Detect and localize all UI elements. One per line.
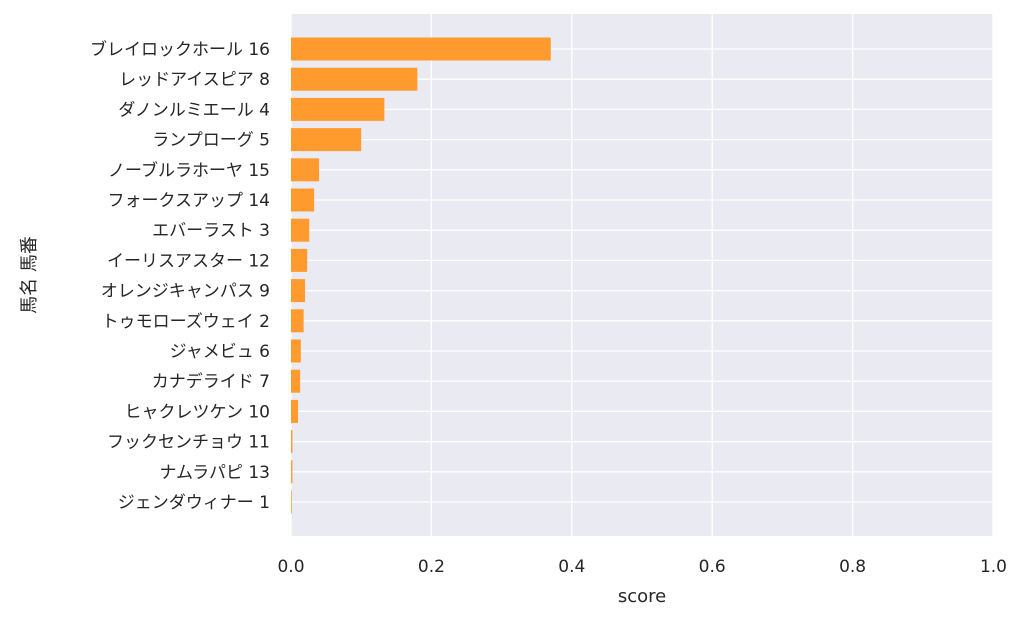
bars — [291, 37, 551, 514]
plot-area — [291, 14, 993, 536]
y-tick-label: フックセンチョウ 11 — [107, 433, 270, 453]
y-tick-label: フォークスアップ 14 — [107, 191, 270, 211]
bar — [291, 430, 293, 454]
bar — [291, 279, 306, 303]
bar — [291, 460, 293, 484]
y-tick-label: ランプローグ 5 — [152, 131, 270, 151]
y-tick-label: カナデライド 7 — [152, 371, 270, 392]
bar — [291, 158, 320, 182]
y-tick-label: イーリスアスター 12 — [107, 251, 270, 271]
bar — [291, 490, 292, 514]
y-tick-label: ヒャクレツケン 10 — [124, 402, 270, 422]
bar — [291, 218, 310, 242]
y-tick-label: ジェンダウィナー 1 — [118, 493, 270, 513]
x-axis-label: score — [618, 586, 666, 607]
bar — [291, 339, 301, 363]
y-tick-label: トゥモローズウェイ 2 — [102, 312, 270, 332]
bar — [291, 309, 304, 333]
y-tick-label: ナムラパピ 13 — [159, 463, 270, 483]
x-tick-labels: 0.0 0.2 0.4 0.6 0.8 1.0 — [277, 557, 1007, 577]
y-tick-labels: ブレイロックホール 16 レッドアイスピア 8 ダノンルミエール 4 ランプローグ 5… — [90, 39, 270, 513]
x-tick-label: 0.0 — [277, 557, 304, 577]
y-tick-label: レッドアイスピア 8 — [119, 70, 270, 90]
bar — [291, 188, 315, 212]
x-tick-label: 0.6 — [699, 557, 726, 577]
bar — [291, 399, 299, 423]
y-tick-label: ジャメビュ 6 — [170, 342, 270, 362]
x-tick-label: 1.0 — [980, 557, 1007, 577]
y-tick-label: オレンジキャンパス 9 — [101, 282, 270, 302]
bar — [291, 97, 385, 121]
x-tick-label: 0.8 — [839, 557, 866, 577]
y-axis-label: 馬名 馬番 — [19, 236, 40, 314]
bar — [291, 369, 301, 393]
y-tick-label: ノーブルラホーヤ 15 — [108, 160, 270, 181]
bar — [291, 37, 551, 61]
bar — [291, 128, 362, 152]
bar — [291, 67, 418, 91]
x-tick-label: 0.2 — [418, 557, 445, 577]
y-tick-label: ダノンルミエール 4 — [118, 100, 270, 120]
x-tick-label: 0.4 — [558, 557, 585, 577]
y-tick-label: ブレイロックホール 16 — [90, 39, 270, 60]
grid-lines — [290, 14, 994, 536]
y-tick-label: エバーラスト 3 — [152, 221, 270, 241]
bar — [291, 248, 308, 272]
